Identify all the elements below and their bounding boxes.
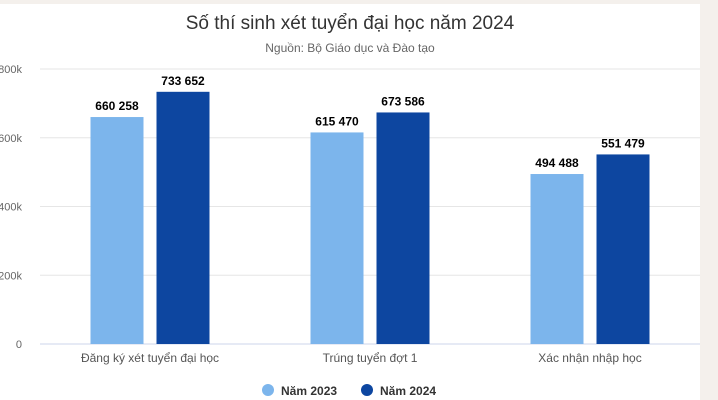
y-tick-label: 800k: [0, 64, 22, 76]
legend-marker: [361, 384, 373, 396]
data-label: 615 470: [315, 114, 359, 128]
data-label: 673 586: [381, 94, 425, 108]
bar[interactable]: [530, 174, 584, 344]
x-category-label: Xác nhận nhập học: [538, 351, 641, 365]
legend-item[interactable]: Năm 2023: [262, 384, 337, 398]
bar[interactable]: [376, 112, 430, 345]
legend-marker: [262, 384, 274, 396]
bar[interactable]: [156, 91, 210, 344]
data-label: 494 488: [535, 156, 579, 170]
y-tick-label: 200k: [0, 270, 22, 282]
legend-label: Năm 2024: [380, 384, 436, 398]
chart-title: Số thí sinh xét tuyển đại học năm 2024: [186, 13, 515, 34]
bar[interactable]: [310, 132, 364, 344]
x-category-label: Trúng tuyển đợt 1: [323, 351, 418, 365]
chart-subtitle: Nguồn: Bộ Giáo dục và Đào tạo: [265, 41, 435, 55]
x-category-label: Đăng ký xét tuyển đại học: [81, 351, 219, 365]
legend-item[interactable]: Năm 2024: [361, 384, 436, 398]
data-label: 733 652: [161, 74, 205, 88]
data-label: 551 479: [601, 136, 645, 150]
bar[interactable]: [90, 117, 144, 344]
y-tick-label: 0: [16, 339, 22, 351]
y-tick-label: 600k: [0, 133, 22, 145]
data-label: 660 258: [95, 99, 139, 113]
legend-label: Năm 2023: [281, 384, 337, 398]
y-tick-label: 400k: [0, 202, 22, 214]
bar[interactable]: [596, 154, 650, 344]
